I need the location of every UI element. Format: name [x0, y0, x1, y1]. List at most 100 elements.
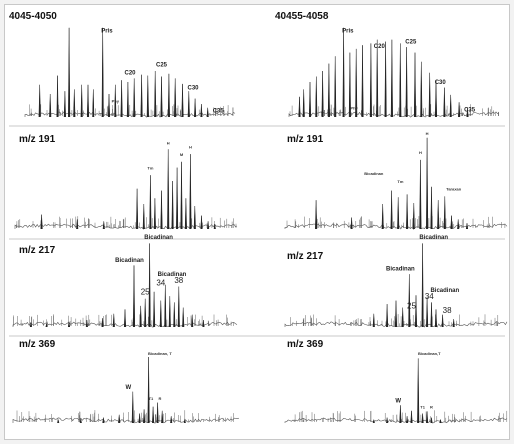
peak-7	[160, 190, 163, 230]
peak-label: Bicadinan	[386, 267, 415, 273]
peak-0	[315, 200, 318, 230]
peak-3	[390, 190, 393, 230]
panel-title: 4045-4050	[9, 11, 57, 22]
peak-4	[142, 203, 145, 230]
peak-3	[315, 76, 318, 118]
peak-15	[173, 302, 176, 328]
peak-label: W	[125, 385, 131, 391]
peak-10	[148, 243, 151, 328]
peak-11	[180, 161, 183, 230]
peak-14	[193, 205, 196, 230]
peak-8	[348, 52, 351, 118]
peak-13	[457, 219, 460, 230]
peak-9	[101, 27, 104, 118]
peak-0	[372, 419, 375, 424]
peak-label: Bicadinan	[144, 235, 173, 241]
peak-6	[421, 243, 424, 328]
chromatogram-canvas: 4045-4050 Pris C20 Phy C25 C30 C35 40455-4058 Pr…	[9, 11, 508, 424]
peak-24	[466, 107, 469, 118]
peak-10	[437, 200, 440, 230]
peak-label: C35	[464, 108, 476, 114]
peak-label: 34	[156, 279, 165, 288]
peak-5	[73, 89, 76, 118]
peak-20	[434, 80, 438, 118]
peak-label: 34	[425, 292, 434, 301]
peak-8	[152, 406, 155, 424]
panel-mr1: m/z 191 Bicadinan Tm H H Taraxan	[284, 131, 508, 230]
peak-5	[417, 358, 420, 424]
peak-4	[101, 318, 104, 328]
peak-2	[308, 81, 312, 118]
peak-10	[107, 93, 111, 118]
peak-20	[174, 78, 177, 118]
peak-12	[183, 418, 186, 424]
peak-15	[140, 74, 143, 118]
peak-14	[168, 296, 171, 328]
peak-7	[426, 411, 429, 424]
peak-9	[430, 186, 433, 230]
peak-label: R	[158, 396, 161, 401]
panel-mr3: m/z 369 W Bicadinan,T T1 R	[284, 339, 508, 424]
peak-label: M	[180, 152, 184, 157]
peak-label: H	[167, 141, 170, 146]
peak-0	[298, 96, 301, 118]
peak-3	[118, 414, 121, 424]
peak-label: 25	[407, 302, 416, 311]
peak-label: Taraxan	[446, 187, 462, 192]
peak-0	[29, 322, 32, 328]
peak-2	[56, 75, 59, 118]
peak-8	[139, 305, 142, 328]
peak-11	[170, 416, 173, 424]
peak-2	[381, 203, 384, 230]
peak-7	[419, 159, 422, 230]
peak-9	[434, 309, 438, 328]
peak-14	[133, 78, 136, 118]
peak-label: C20	[124, 71, 136, 77]
peak-11	[369, 43, 372, 118]
peak-label: 38	[443, 306, 452, 315]
peak-label: C35	[213, 108, 225, 114]
panel-tr: 40455-4058 Pris C20 Phy C25 C30 C35	[275, 11, 500, 118]
peak-22	[187, 91, 190, 118]
peak-7	[86, 84, 90, 118]
peak-8	[92, 89, 95, 118]
peak-12	[376, 39, 379, 118]
peak-1	[386, 304, 389, 328]
figure-frame: 4045-4050 Pris C20 Phy C25 C30 C35 40455-4058 Pr…	[4, 4, 510, 440]
peak-6	[153, 198, 156, 230]
peak-15	[200, 215, 203, 230]
peak-label: C30	[187, 85, 199, 91]
peak-1	[45, 323, 48, 328]
peak-24	[200, 104, 203, 118]
peak-19	[167, 73, 170, 118]
peak-8	[426, 137, 429, 230]
baseline-noise	[284, 417, 508, 424]
peak-label: Bicadinan, T	[148, 351, 172, 356]
peak-label: Pris	[342, 28, 354, 34]
peak-1	[386, 417, 389, 424]
peak-6	[421, 413, 424, 424]
panel-title: m/z 217	[19, 245, 56, 256]
peak-6	[334, 56, 337, 118]
peak-0	[372, 313, 375, 328]
peak-1	[76, 219, 79, 230]
peak-4	[410, 410, 413, 424]
peak-7	[342, 27, 345, 118]
peak-label: Bicadinan	[364, 171, 384, 176]
peak-5	[406, 194, 409, 230]
peak-4	[321, 70, 324, 118]
peak-14	[390, 39, 393, 118]
peak-21	[181, 83, 184, 118]
panel-title: 40455-4058	[275, 11, 329, 22]
peak-10	[176, 167, 179, 230]
peak-4	[131, 391, 134, 424]
peak-12	[450, 215, 453, 230]
peak-21	[443, 87, 446, 118]
peak-12	[159, 300, 162, 328]
peak-label: Bicadinan,T	[418, 351, 441, 356]
peak-3	[136, 188, 139, 230]
peak-9	[156, 402, 159, 424]
peak-label: C30	[435, 80, 447, 86]
peak-1	[302, 89, 305, 118]
peak-11	[452, 319, 455, 328]
